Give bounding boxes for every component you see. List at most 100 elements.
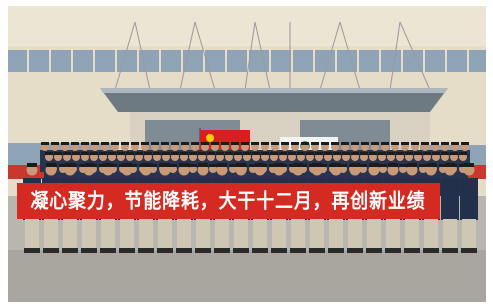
canopy-edge bbox=[100, 88, 448, 93]
person-hair bbox=[333, 152, 341, 155]
person-legs bbox=[310, 219, 324, 249]
person-hair bbox=[312, 163, 322, 167]
person-coat bbox=[460, 178, 478, 220]
pavement bbox=[8, 250, 486, 302]
person-hair bbox=[369, 152, 377, 155]
person-legs bbox=[177, 219, 191, 249]
person-hair bbox=[464, 163, 474, 167]
person-hair bbox=[306, 152, 314, 155]
person-shoes bbox=[385, 248, 401, 253]
person-hair bbox=[201, 142, 209, 145]
person-hair bbox=[388, 163, 398, 167]
person-hair bbox=[243, 152, 251, 155]
person-legs bbox=[367, 219, 381, 249]
person-hair bbox=[379, 164, 387, 167]
person-hair bbox=[121, 142, 129, 145]
person-legs bbox=[253, 219, 267, 249]
person-hair bbox=[135, 152, 143, 155]
person-shoes bbox=[423, 248, 439, 253]
person-hair bbox=[281, 142, 289, 145]
person-hair bbox=[221, 142, 229, 145]
person-legs bbox=[348, 219, 362, 249]
person-shoes bbox=[366, 248, 382, 253]
person-legs bbox=[386, 219, 400, 249]
flag-emblem bbox=[206, 134, 214, 142]
person-hair bbox=[45, 152, 53, 155]
person-hair bbox=[160, 163, 170, 167]
page: 凝心聚力，节能降耗，大干十二月，再创新业绩 (() => { const dat… bbox=[0, 0, 493, 308]
person-hair bbox=[261, 142, 269, 145]
person-legs bbox=[196, 219, 210, 249]
person-hair bbox=[288, 152, 296, 155]
person-coat bbox=[441, 178, 459, 220]
person-hair bbox=[279, 152, 287, 155]
person-hair bbox=[171, 152, 179, 155]
person-hair bbox=[451, 142, 459, 145]
person-hair bbox=[350, 163, 360, 167]
person-hair bbox=[270, 152, 278, 155]
person-hair bbox=[81, 142, 89, 145]
person-hair bbox=[252, 152, 260, 155]
person-hair bbox=[126, 152, 134, 155]
person-shoes bbox=[62, 248, 78, 253]
person-shoes bbox=[461, 248, 477, 253]
person-hair bbox=[315, 152, 323, 155]
person-hair bbox=[445, 163, 455, 167]
person-hair bbox=[407, 163, 417, 167]
person-hair bbox=[421, 142, 429, 145]
person-legs bbox=[101, 219, 115, 249]
person-hair bbox=[441, 142, 449, 145]
person-legs bbox=[234, 219, 248, 249]
person-hair bbox=[234, 152, 242, 155]
person-shoes bbox=[214, 248, 230, 253]
person-shoes bbox=[442, 248, 458, 253]
person-hair bbox=[351, 142, 359, 145]
person-legs bbox=[405, 219, 419, 249]
person-legs bbox=[443, 219, 457, 249]
person-shoes bbox=[404, 248, 420, 253]
person-hair bbox=[131, 142, 139, 145]
person-hair bbox=[179, 163, 189, 167]
person-hair bbox=[274, 163, 284, 167]
person-hair bbox=[84, 163, 94, 167]
person-hair bbox=[217, 163, 227, 167]
person-hair bbox=[369, 163, 379, 167]
person-shoes bbox=[309, 248, 325, 253]
person-legs bbox=[120, 219, 134, 249]
person-shoes bbox=[176, 248, 192, 253]
person-hair bbox=[396, 152, 404, 155]
person-legs bbox=[424, 219, 438, 249]
person-hair bbox=[405, 152, 413, 155]
person-hair bbox=[117, 152, 125, 155]
person-hair bbox=[411, 142, 419, 145]
person-hair bbox=[261, 152, 269, 155]
person-hair bbox=[399, 164, 407, 167]
person-hair bbox=[71, 142, 79, 145]
person-legs bbox=[82, 219, 96, 249]
person-hair bbox=[63, 152, 71, 155]
person-hair bbox=[297, 152, 305, 155]
person-shoes bbox=[195, 248, 211, 253]
person-hair bbox=[211, 142, 219, 145]
person-hair bbox=[387, 152, 395, 155]
person-hair bbox=[441, 152, 449, 155]
person-hair bbox=[72, 152, 80, 155]
person-hair bbox=[301, 142, 309, 145]
person-hair bbox=[293, 163, 303, 167]
person-shoes bbox=[290, 248, 306, 253]
person-hair bbox=[341, 142, 349, 145]
person-hair bbox=[426, 163, 436, 167]
person-hair bbox=[180, 152, 188, 155]
person-hair bbox=[324, 152, 332, 155]
photo: 凝心聚力，节能降耗，大干十二月，再创新业绩 bbox=[0, 0, 493, 308]
person-hair bbox=[189, 152, 197, 155]
person-hair bbox=[27, 163, 37, 167]
person-hair bbox=[342, 152, 350, 155]
person-hair bbox=[401, 142, 409, 145]
person-hair bbox=[90, 152, 98, 155]
person-hair bbox=[198, 152, 206, 155]
person-hair bbox=[271, 142, 279, 145]
person-hair bbox=[51, 142, 59, 145]
person-legs bbox=[291, 219, 305, 249]
person-shoes bbox=[252, 248, 268, 253]
